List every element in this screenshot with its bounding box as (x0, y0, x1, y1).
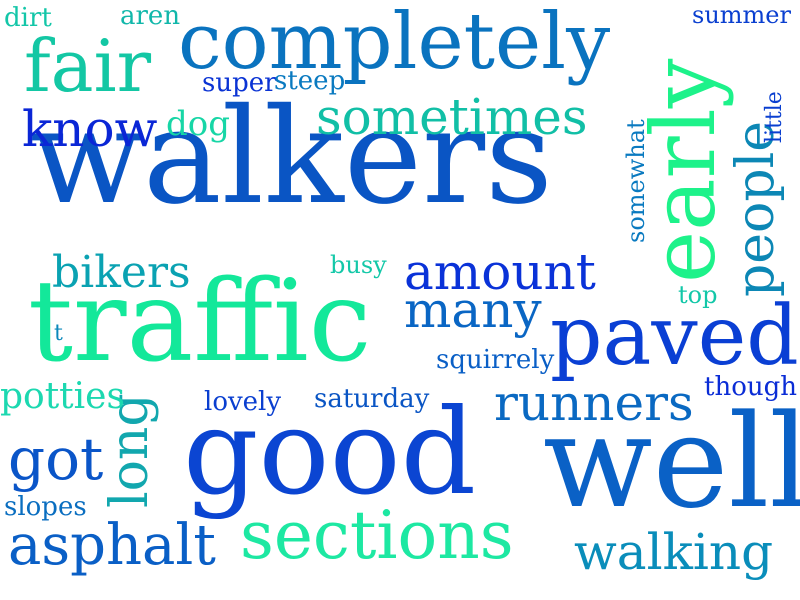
word-early: early (632, 58, 735, 283)
word-runners: runners (494, 374, 694, 432)
word-dog: dog (166, 104, 230, 144)
word-good: good (183, 383, 477, 521)
word-know: know (22, 100, 158, 158)
word-super: super (202, 68, 277, 98)
word-dirt: dirt (4, 3, 52, 33)
word-got: got (8, 425, 104, 493)
word-t: t (54, 321, 63, 346)
word-top: top (678, 281, 718, 309)
word-squirrely: squirrely (436, 345, 555, 375)
word-traffic: traffic (28, 257, 372, 387)
word-somewhat: somewhat (622, 119, 650, 243)
word-well: well (543, 388, 800, 537)
word-walkers: walkers (30, 80, 553, 234)
word-lovely: lovely (204, 387, 282, 417)
word-aren: aren (120, 1, 181, 31)
word-asphalt: asphalt (8, 513, 216, 578)
word-steep: steep (274, 66, 346, 96)
word-paved: paved (550, 289, 799, 384)
word-slopes: slopes (4, 492, 87, 522)
word-fair: fair (24, 24, 152, 108)
word-completely: completely (178, 0, 611, 87)
word-bikers: bikers (52, 247, 191, 298)
word-little: little (762, 91, 787, 143)
word-busy: busy (330, 251, 387, 279)
word-walking: walking (574, 523, 774, 581)
word-summer: summer (692, 1, 791, 29)
word-sometimes: sometimes (316, 88, 588, 146)
word-saturday: saturday (314, 384, 430, 414)
word-sections: sections (240, 497, 514, 574)
word-though: though (704, 372, 797, 402)
word-many: many (404, 281, 542, 339)
word-people: people (726, 120, 786, 297)
word-potties: potties (0, 376, 125, 417)
word-amount: amount (404, 243, 596, 301)
